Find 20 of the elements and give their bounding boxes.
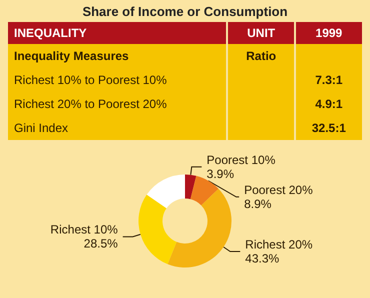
text: 1999	[294, 22, 362, 44]
slice-label: Richest 20%	[245, 237, 313, 252]
data-label: 3.9%	[206, 166, 234, 181]
slice-label: Poorest 20%	[244, 182, 314, 197]
text: Richest 20% to Poorest 20%	[13, 96, 168, 113]
text: Richest 10% to Poorest 10%	[13, 72, 168, 89]
slice-label: Poorest 10%	[206, 152, 276, 167]
text: Inequality Measures	[13, 48, 130, 65]
data-label: 8.9%	[244, 196, 272, 211]
text: Share of Income or Consumption	[81, 3, 289, 21]
text: Ratio	[227, 44, 295, 68]
text: UNIT	[227, 22, 295, 44]
text: INEQUALITY	[13, 25, 88, 42]
text: 32.5:1	[294, 116, 362, 140]
data-label: 28.5%	[84, 236, 118, 251]
data-label: 43.3%	[245, 251, 280, 266]
text: 4.9:1	[294, 92, 362, 116]
text: 7.3:1	[294, 68, 362, 92]
text: Gini Index	[13, 120, 70, 137]
slice-label: Richest 10%	[50, 222, 118, 237]
